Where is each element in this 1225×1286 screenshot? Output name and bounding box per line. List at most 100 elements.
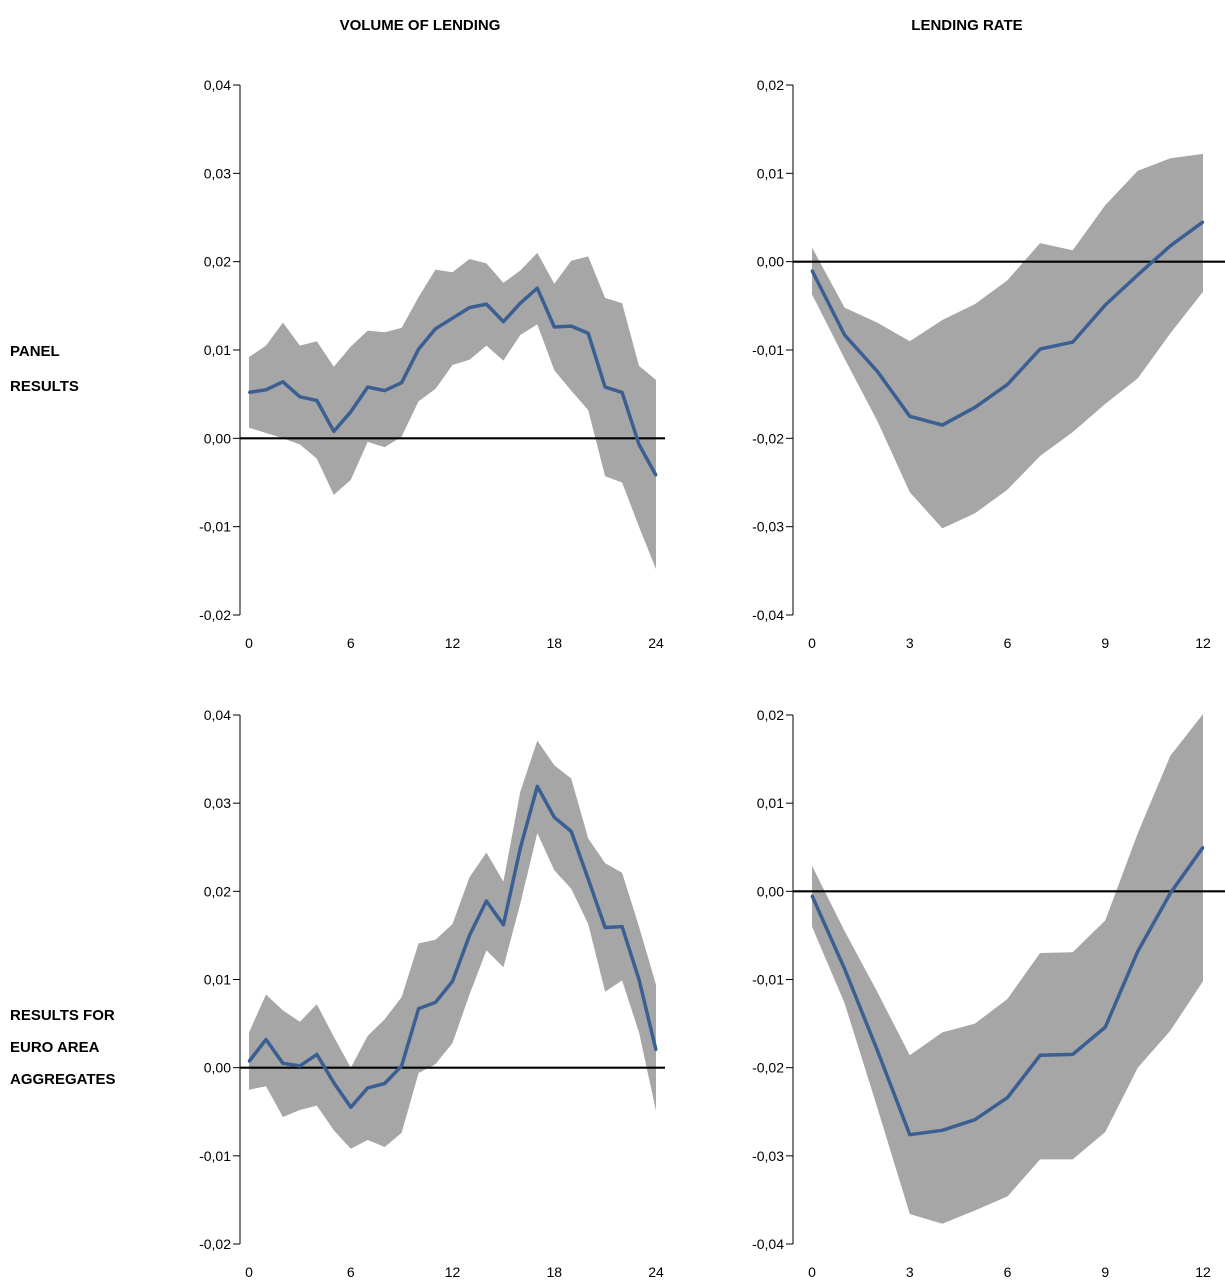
y-tick-label: 0,02 (204, 883, 231, 899)
data-point (810, 894, 814, 897)
data-point (654, 1048, 658, 1052)
data-point (941, 423, 944, 427)
y-tick-label: -0,04 (752, 1236, 784, 1252)
data-point (468, 934, 471, 937)
data-point (264, 388, 268, 391)
y-tick-label: 0,04 (204, 707, 231, 723)
row-label-euro-line1: RESULTS FOR (10, 1007, 115, 1024)
data-point (620, 925, 624, 928)
y-tick-label: 0,01 (757, 795, 784, 811)
data-point (434, 1001, 437, 1004)
y-tick-label: 0,03 (204, 165, 231, 181)
data-point (1104, 303, 1107, 307)
y-tick-label: 0,02 (204, 254, 231, 270)
data-point (315, 1053, 319, 1056)
y-tick-label: 0,04 (204, 77, 231, 93)
data-point (383, 1082, 386, 1085)
data-point (1104, 1025, 1107, 1029)
data-point (570, 324, 573, 328)
data-point (400, 381, 403, 384)
data-point (908, 1133, 911, 1136)
confidence-band (812, 714, 1203, 1224)
data-point (637, 978, 641, 981)
x-tick-label: 24 (648, 635, 664, 651)
data-point (843, 333, 846, 337)
data-point (1071, 1053, 1074, 1056)
data-point (247, 1060, 251, 1063)
data-point (973, 406, 977, 409)
x-tick-label: 18 (546, 635, 562, 651)
data-point (502, 320, 505, 323)
y-tick-label: 0,01 (204, 972, 231, 988)
data-point (1169, 891, 1172, 895)
y-tick-label: 0,00 (204, 430, 231, 446)
data-point (553, 325, 556, 329)
data-point (1071, 340, 1074, 344)
data-point (400, 1064, 403, 1068)
data-point (298, 395, 302, 399)
data-point (603, 926, 607, 929)
x-tick-label: 0 (245, 635, 253, 651)
data-point (1038, 1054, 1042, 1057)
data-point (281, 1062, 285, 1065)
data-point (264, 1038, 268, 1041)
data-point (1136, 273, 1140, 277)
x-tick-label: 12 (445, 635, 461, 651)
data-point (620, 391, 624, 394)
chart-euro-rate: -0,04 -0,03 -0,02 -0,01 0,00 0,01 0,02 0 3 6 9 12 (752, 707, 1225, 1280)
data-point (417, 1007, 420, 1010)
data-point (908, 415, 911, 418)
column-title-volume: VOLUME OF LENDING (340, 17, 501, 34)
data-point (349, 410, 352, 414)
y-tick-label: 0,00 (757, 254, 784, 270)
data-point (654, 474, 658, 477)
y-tick-label: 0,01 (757, 165, 784, 181)
x-tick-label: 6 (1004, 635, 1012, 651)
confidence-band (812, 153, 1203, 529)
data-point (941, 1129, 944, 1132)
x-tick-label: 9 (1101, 635, 1109, 651)
data-point (366, 1086, 369, 1090)
data-point (1038, 347, 1042, 351)
y-tick-label: 0,03 (204, 795, 231, 811)
y-tick-label: 0,02 (757, 707, 784, 723)
y-tick-label: -0,01 (199, 519, 231, 535)
y-tick-label: -0,01 (752, 342, 784, 358)
data-point (468, 306, 471, 309)
data-point (383, 389, 386, 392)
chart-euro-volume: -0,02 -0,01 0,00 0,01 0,02 0,03 0,04 0 6 12 18 24 (199, 707, 665, 1280)
y-tick-label: 0,00 (204, 1060, 231, 1076)
x-tick-label: 12 (1195, 1264, 1211, 1280)
data-point (536, 785, 539, 788)
x-tick-label: 0 (808, 1264, 816, 1280)
data-point (451, 980, 454, 983)
data-point (973, 1118, 977, 1121)
x-tick-label: 3 (906, 635, 914, 651)
data-point (519, 846, 522, 850)
x-tick-label: 24 (648, 1264, 664, 1280)
data-point (603, 385, 607, 389)
y-tick-label: -0,02 (752, 1060, 784, 1076)
x-tick-label: 6 (1004, 1264, 1012, 1280)
x-tick-label: 12 (1195, 635, 1211, 651)
x-tick-label: 3 (906, 1264, 914, 1280)
confidence-band (249, 252, 656, 570)
data-point (281, 380, 285, 383)
row-label-euro-line2: EURO AREA (10, 1039, 100, 1056)
data-point (417, 347, 420, 351)
row-label-panel-line1: PANEL (10, 343, 60, 360)
data-point (843, 967, 846, 971)
data-point (570, 830, 573, 833)
data-point (485, 899, 488, 903)
data-point (298, 1064, 302, 1068)
x-tick-label: 0 (808, 635, 816, 651)
x-tick-label: 6 (347, 635, 355, 651)
data-point (875, 1048, 879, 1052)
y-tick-label: -0,04 (752, 607, 784, 623)
data-point (349, 1106, 352, 1109)
y-tick-label: 0,00 (757, 883, 784, 899)
y-tick-label: -0,01 (752, 972, 784, 988)
data-point (247, 391, 251, 394)
data-point (1136, 950, 1140, 953)
data-point (1006, 383, 1009, 386)
